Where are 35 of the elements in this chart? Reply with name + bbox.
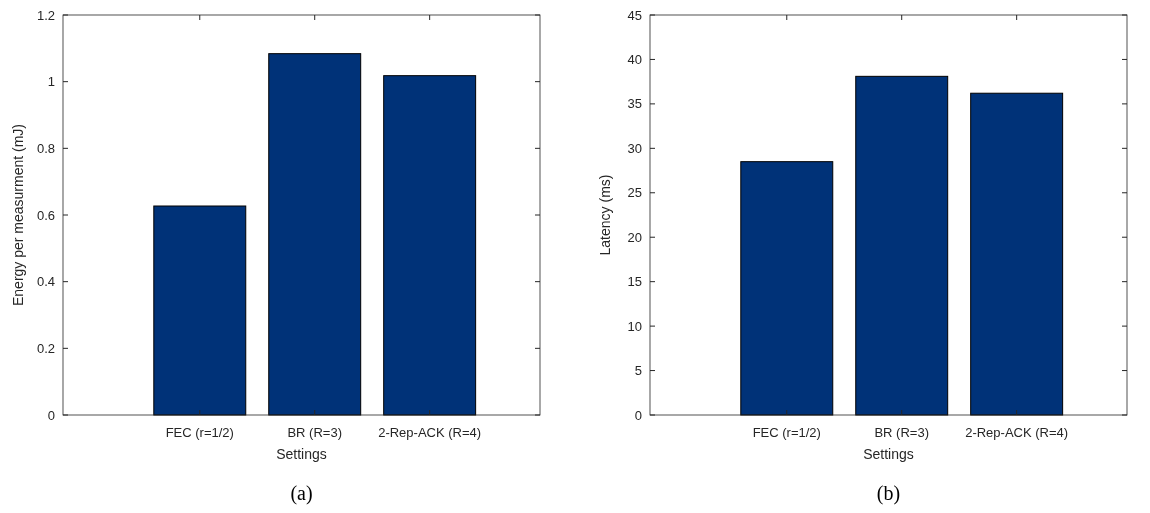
text: (b) [876,482,901,505]
bar [970,92,1064,416]
x-tick-label: 2-Rep-ACK (R=4) [378,425,482,440]
y-tick-label: 45 [627,7,642,23]
y-tick-label: 0 [634,407,642,423]
y-tick-label: 0 [47,407,55,423]
bar [855,75,949,416]
y-tick-label: 25 [627,185,642,201]
y-tick-label: 15 [627,274,642,290]
x-tick-label: BR (R=3) [874,425,929,440]
y-axis-title: Latency (ms) [597,174,613,256]
y-tick-label: 1.2 [36,7,55,23]
x-axis-title: Settings [863,446,914,462]
bar [268,53,362,416]
x-tick-label: 2-Rep-ACK (R=4) [965,425,1069,440]
y-tick-label: 10 [627,318,642,334]
y-tick-label: 0.6 [36,207,55,223]
y-tick-label: 5 [634,363,642,379]
x-tick-label: FEC (r=1/2) [165,425,234,440]
x-axis-title: Settings [276,446,327,462]
y-tick-label: 35 [627,96,642,112]
y-tick-label: 30 [627,140,642,156]
y-axis-title: Energy per measurment (mJ) [10,123,26,307]
y-tick-label: 20 [627,229,642,245]
bar [383,75,477,416]
x-tick-label: FEC (r=1/2) [752,425,821,440]
y-tick-label: 0.8 [36,140,55,156]
x-tick-label: BR (R=3) [287,425,342,440]
y-tick-label: 0.4 [36,274,55,290]
bar [740,161,834,416]
y-tick-label: 1 [47,74,55,90]
text: (a) [290,482,313,505]
bar [153,205,247,416]
y-tick-label: 0.2 [36,340,55,356]
y-tick-label: 40 [627,51,642,67]
